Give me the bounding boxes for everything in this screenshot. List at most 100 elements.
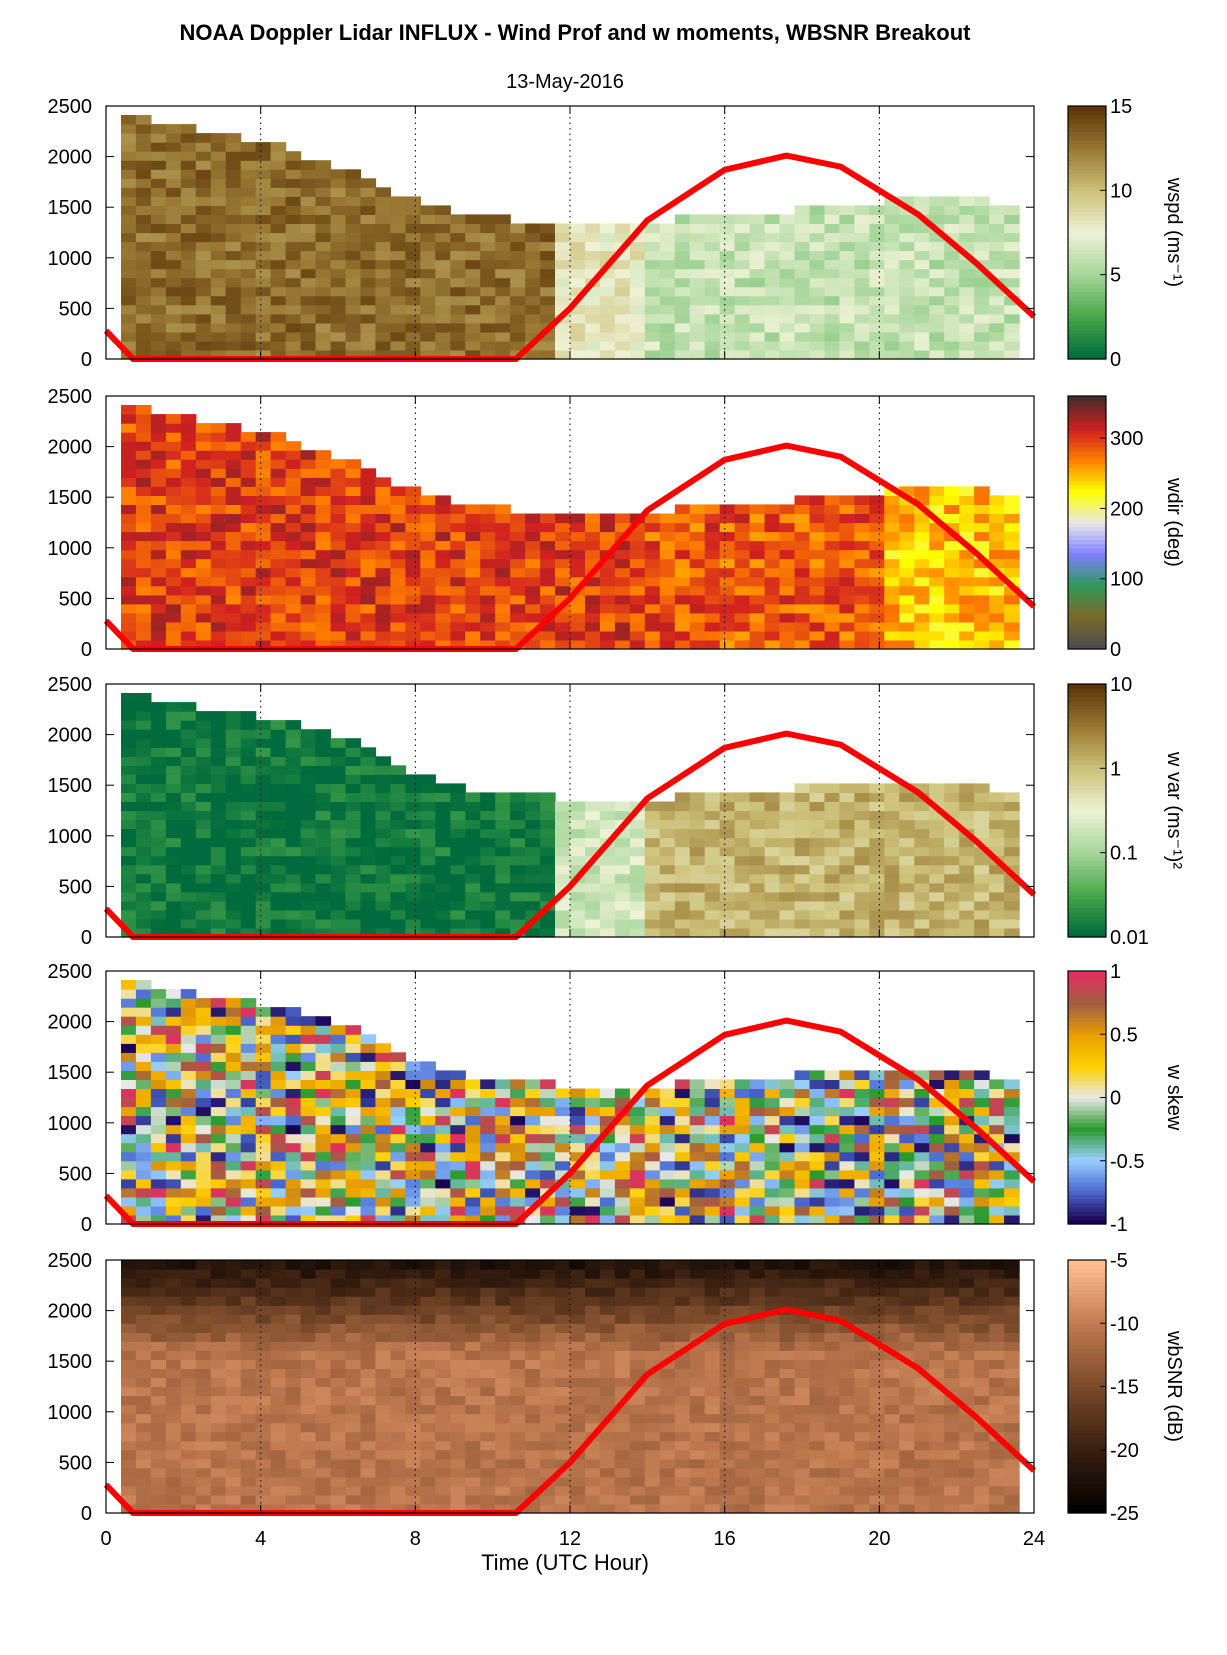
heatmap-cell [285,250,302,261]
heatmap-cell [165,612,182,623]
heatmap-cell [330,828,347,839]
heatmap-cell [585,223,601,234]
heatmap-cell [150,295,167,306]
heatmap-cell [614,331,631,342]
heatmap-cell [1004,882,1020,893]
heatmap-cell [165,1043,182,1053]
grid-lines [260,971,880,1224]
heatmap-cell [165,477,182,487]
heatmap-cell [540,864,556,875]
heatmap-cell [225,250,242,261]
heatmap-cell [480,558,496,569]
heatmap-cell [465,522,481,533]
heatmap-cell [375,594,391,605]
heatmap-cell [719,540,736,551]
heatmap-cell [240,567,257,578]
heatmap-cell [794,522,811,533]
heatmap-cell [989,268,1005,279]
heatmap-cell [435,223,451,234]
heatmap-cell [135,1350,152,1360]
heatmap-cell [375,1043,391,1053]
heatmap-cell [704,864,721,875]
heatmap-cell [704,837,721,848]
heatmap-cell [121,747,137,757]
y-tick-label: 2000 [48,725,93,747]
heatmap-cell [555,640,571,650]
heatmap-cell [704,873,721,884]
heatmap-cell [225,486,242,496]
heatmap-cell [929,1178,945,1189]
heatmap-cell [704,350,721,360]
heatmap-cell [614,855,631,866]
heatmap-cell [719,1079,736,1089]
heatmap-cell [285,1070,302,1080]
heatmap-cell [225,540,242,551]
heatmap-cell [135,322,152,333]
heatmap-cell [779,549,796,560]
heatmap-cell [614,322,631,333]
heatmap-cell [360,1215,377,1225]
colorbar-step [1068,1101,1106,1107]
heatmap-cell [869,1215,885,1225]
heatmap-cell [944,331,960,342]
heatmap-cell [210,1187,227,1198]
heatmap-cell [629,295,646,306]
heatmap-cell [510,576,526,587]
heatmap-cell [375,909,391,920]
heatmap-cell [135,232,152,243]
heatmap-cell [375,765,391,775]
heatmap-cell [929,585,945,596]
heatmap-cell [330,909,347,920]
heatmap-cell [899,1178,915,1189]
heatmap-cell [165,124,182,134]
heatmap-cell [764,558,781,569]
heatmap-cell [360,1115,377,1126]
heatmap-cell [450,259,466,270]
heatmap-cell [210,1007,227,1017]
heatmap-cell [315,873,332,884]
heatmap-cell [869,340,885,351]
heatmap-cell [345,1034,362,1044]
heatmap-cell [764,540,781,551]
heatmap-cell [225,567,242,578]
heatmap-cell [854,928,870,938]
heatmap-cell [570,558,586,569]
heatmap-cell [135,187,152,197]
heatmap-cell [375,477,391,487]
heatmap-cell [659,540,676,551]
heatmap-cell [974,1205,990,1216]
colorbar-step [1068,493,1106,498]
heatmap-cell [285,1115,302,1126]
colorbar-label: wdir (deg) [1163,477,1185,567]
heatmap-cell [764,1097,781,1108]
colorbar-step [1068,295,1106,301]
heatmap-cell [405,1151,421,1162]
heatmap-cell [390,612,406,623]
colorbar-step [1068,1177,1106,1183]
heatmap-cell [629,1115,646,1126]
heatmap-cell [779,810,796,821]
heatmap-cell [450,1196,466,1207]
heatmap-cell [824,640,841,650]
heatmap-cell [465,819,481,830]
heatmap-cell [330,1025,347,1035]
heatmap-cell [689,340,706,351]
heatmap-cell [614,1196,631,1207]
heatmap-cell [285,801,302,812]
colorbar-step [1068,585,1106,591]
heatmap-cell [809,801,826,812]
heatmap-cell [195,1061,212,1071]
heatmap-cell [270,783,287,793]
heatmap-cell [180,1034,197,1044]
heatmap-cell [1004,277,1020,288]
heatmap-cell [135,819,152,830]
heatmap-cell [629,340,646,351]
heatmap-cell [435,259,451,270]
heatmap-cell [974,1178,990,1189]
heatmap-cell [210,900,227,911]
heatmap-cell [195,468,212,478]
heatmap-cell [929,1205,945,1216]
heatmap-cell [599,928,616,938]
heatmap-cell [734,891,751,902]
heatmap-cell [180,1025,197,1035]
